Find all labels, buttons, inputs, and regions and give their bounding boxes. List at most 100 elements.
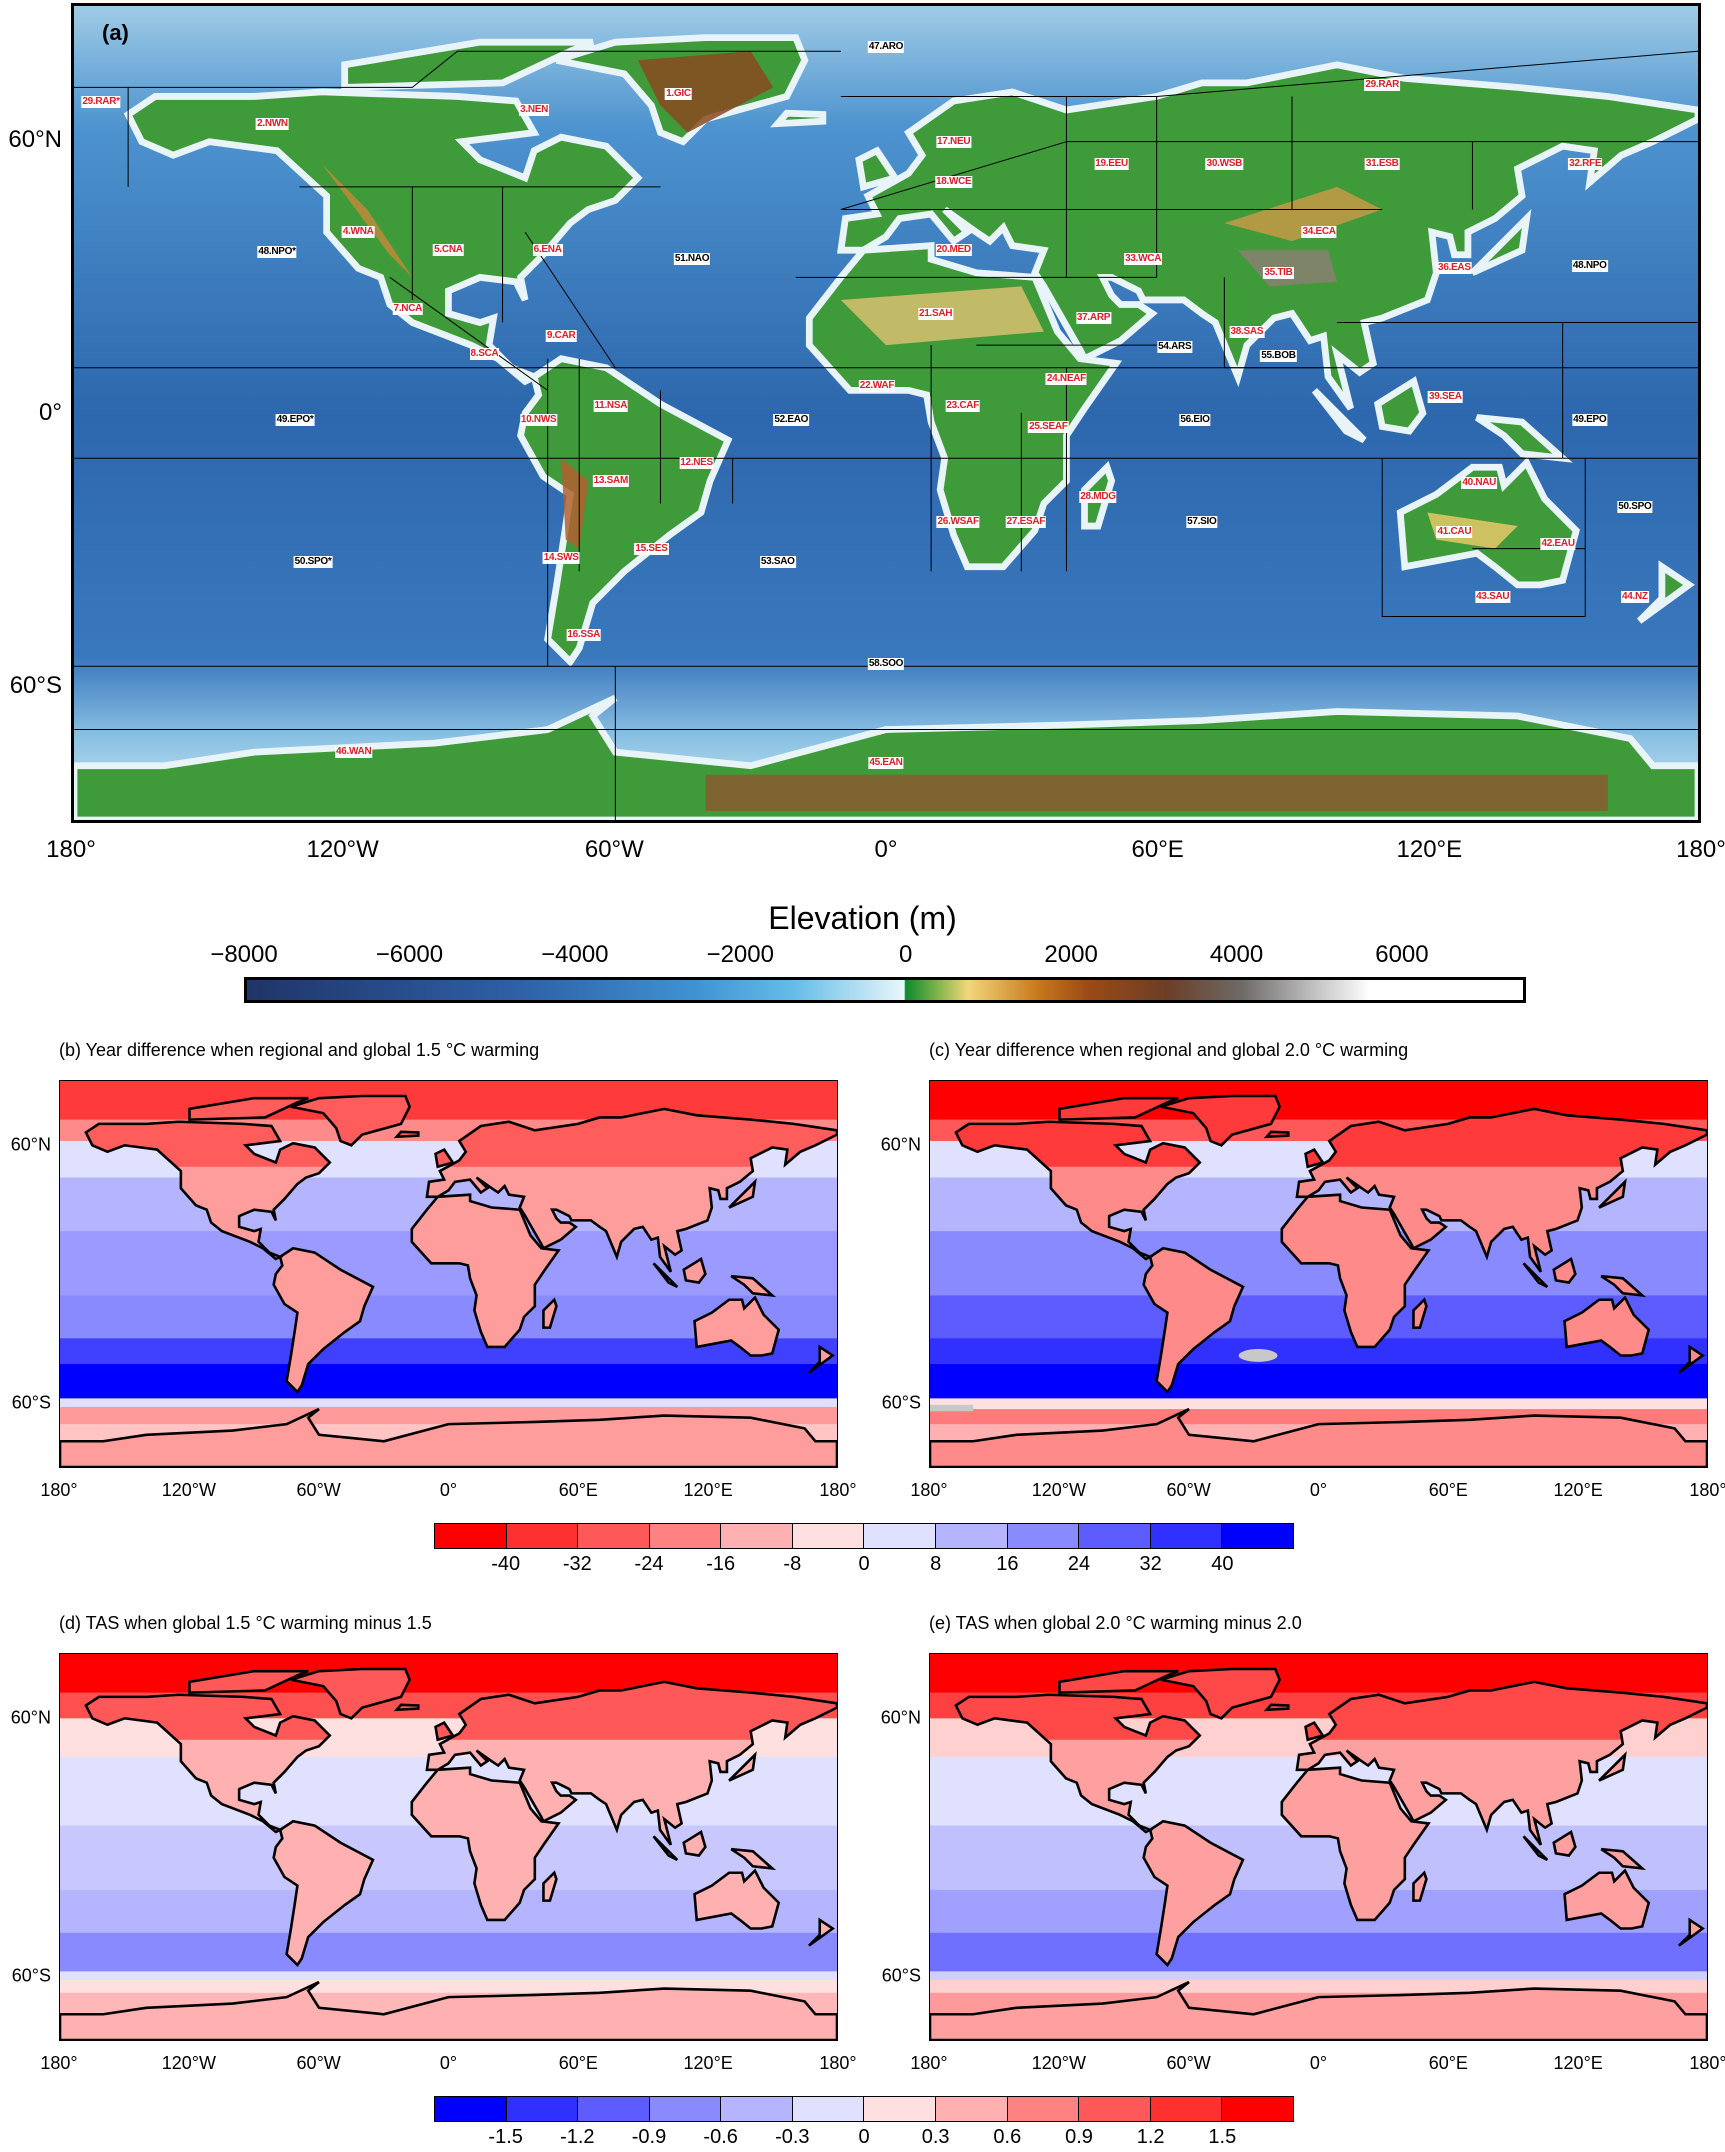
region-label: 49.EPO* [275, 413, 315, 426]
latitude-label: 60°N [880, 1134, 921, 1155]
colorbar-box [936, 1524, 1008, 1548]
region-label: 10.NWS [519, 413, 558, 426]
colorbar-box [1222, 2097, 1293, 2121]
region-label: 9.CAR [545, 330, 577, 343]
region-label: 57.SIO [1186, 515, 1218, 528]
colorbar-box [1007, 2097, 1080, 2121]
region-label: 18.WCE [934, 176, 973, 189]
colorbar-label: -8 [783, 1553, 802, 1575]
longitude-label: 120°W [306, 836, 379, 863]
longitude-label: 120°W [161, 1480, 216, 1500]
colorbar-box [792, 2097, 865, 2121]
colorbar-box [721, 2097, 793, 2121]
colorbar-box [435, 2097, 507, 2121]
region-label: 27.ESAF [1005, 515, 1047, 528]
longitude-label: 0° [439, 1480, 458, 1500]
region-label: 29.RAR* [81, 96, 121, 109]
elevation-tick-label: 4000 [1209, 941, 1264, 968]
colorbar-box [1150, 2097, 1223, 2121]
colorbar-box [649, 1524, 722, 1548]
colorbar-label: -40 [491, 1553, 521, 1575]
elevation-colorbar [244, 977, 1526, 1003]
latitude-label: 60°N [10, 1134, 51, 1155]
colorbar-label: 0 [858, 1553, 870, 1575]
colorbar-label: -32 [562, 1553, 592, 1575]
region-label: 23.CAF [945, 400, 981, 413]
longitude-label: 180° [40, 2053, 78, 2073]
elevation-map: (a) 1.GIC 2.NWN 3.NEN 4.WNA 5.CNA 6.ENA 7.NCA 8… [71, 3, 1701, 823]
longitude-label: 180° [910, 2053, 948, 2073]
panel-e-title: (e) TAS when global 2.0 °C warming minus… [929, 1613, 1302, 1633]
colorbar-label: 0.9 [1065, 2126, 1093, 2148]
panel-e-map-graphic [930, 1654, 1707, 2040]
latitude-label: 60°S [11, 1965, 51, 1986]
region-label: 3.NEN [519, 104, 550, 116]
longitude-label: 180° [1676, 836, 1725, 863]
region-label: 4.WNA [341, 226, 375, 239]
elevation-shading [1224, 186, 1383, 242]
colorbar-box [649, 2097, 722, 2121]
region-label: 26.WSAF [936, 515, 980, 528]
longitude-label: 180° [910, 1480, 948, 1500]
longitude-label: 60°W [296, 2053, 341, 2073]
longitude-label: 60°W [296, 1480, 341, 1500]
region-label: 34.ECA [1301, 226, 1337, 239]
field-band [930, 1364, 1707, 1399]
longitude-label: 60°W [1166, 1480, 1211, 1500]
elevation-shading [637, 51, 774, 133]
region-label: 8.SCA [469, 348, 500, 361]
latitude-label: 60°S [9, 672, 62, 700]
latitude-label: 60°N [10, 1707, 51, 1728]
region-label: 40.NAU [1461, 477, 1498, 490]
colorbar-label: 0.3 [921, 2126, 950, 2148]
region-label: 45.EAN [868, 757, 904, 770]
longitude-label: 180° [46, 836, 96, 863]
longitude-label: 60°E [1131, 836, 1184, 863]
region-label: 39.SEA [1428, 390, 1463, 403]
elevation-tick-label: −8000 [210, 941, 278, 968]
colorbar-label: -0.6 [703, 2126, 738, 2148]
region-label: 37.ARP [1075, 312, 1112, 325]
longitude-label: 60°E [558, 2053, 598, 2073]
region-boundary [74, 51, 841, 87]
colorbar-box [506, 1524, 579, 1548]
elevation-colorbar-title: Elevation (m) [768, 900, 957, 936]
colorbar-label: 0.6 [993, 2126, 1022, 2148]
panel-a-label: (a) [102, 20, 129, 45]
colorbar-box [721, 1524, 793, 1548]
region-label: 50.SPO* [293, 556, 333, 569]
panel-e-map [929, 1653, 1708, 2041]
region-label: 1.GIC [665, 88, 692, 101]
region-label: 48.NPO* [257, 246, 297, 258]
longitude-label: 0° [874, 836, 898, 863]
longitude-label: 120°E [683, 2053, 733, 2073]
field-band [930, 1971, 1707, 1981]
region-label: 17.NEU [936, 135, 972, 148]
colorbar-label: -1.2 [560, 2126, 595, 2148]
region-label: 29.RAR [1364, 78, 1401, 91]
longitude-label: 0° [1309, 2053, 1328, 2073]
colorbar-label: 24 [1067, 1553, 1091, 1575]
colorbar-box [1007, 1524, 1080, 1548]
colorbar-label: 40 [1211, 1553, 1234, 1575]
panel-b-map [59, 1080, 838, 1468]
region-boundary [1337, 323, 1563, 459]
panel-b-map-graphic [60, 1081, 837, 1467]
elevation-tick-label: −4000 [541, 941, 609, 968]
panel-c-map [929, 1080, 1708, 1468]
longitude-label: 120°E [1553, 2053, 1603, 2073]
elevation-tick-label: 6000 [1375, 941, 1429, 968]
region-label: 58.SOO [867, 658, 905, 671]
region-label: 13.SAM [592, 474, 629, 487]
elevation-map-graphic [74, 6, 1698, 820]
longitude-label: 120°W [1031, 1480, 1086, 1500]
region-label: 20.MED [935, 244, 972, 257]
colorbar-label: -1.5 [488, 2126, 523, 2148]
longitude-label: 60°W [1166, 2053, 1211, 2073]
longitude-label: 120°E [1396, 836, 1463, 863]
region-label: 54.ARS [1157, 340, 1193, 353]
colorbar-boxes [434, 2096, 1294, 2122]
colorbar-box [792, 1524, 865, 1548]
region-label: 28.MDG [1079, 490, 1117, 503]
longitude-label: 60°E [558, 1480, 598, 1500]
